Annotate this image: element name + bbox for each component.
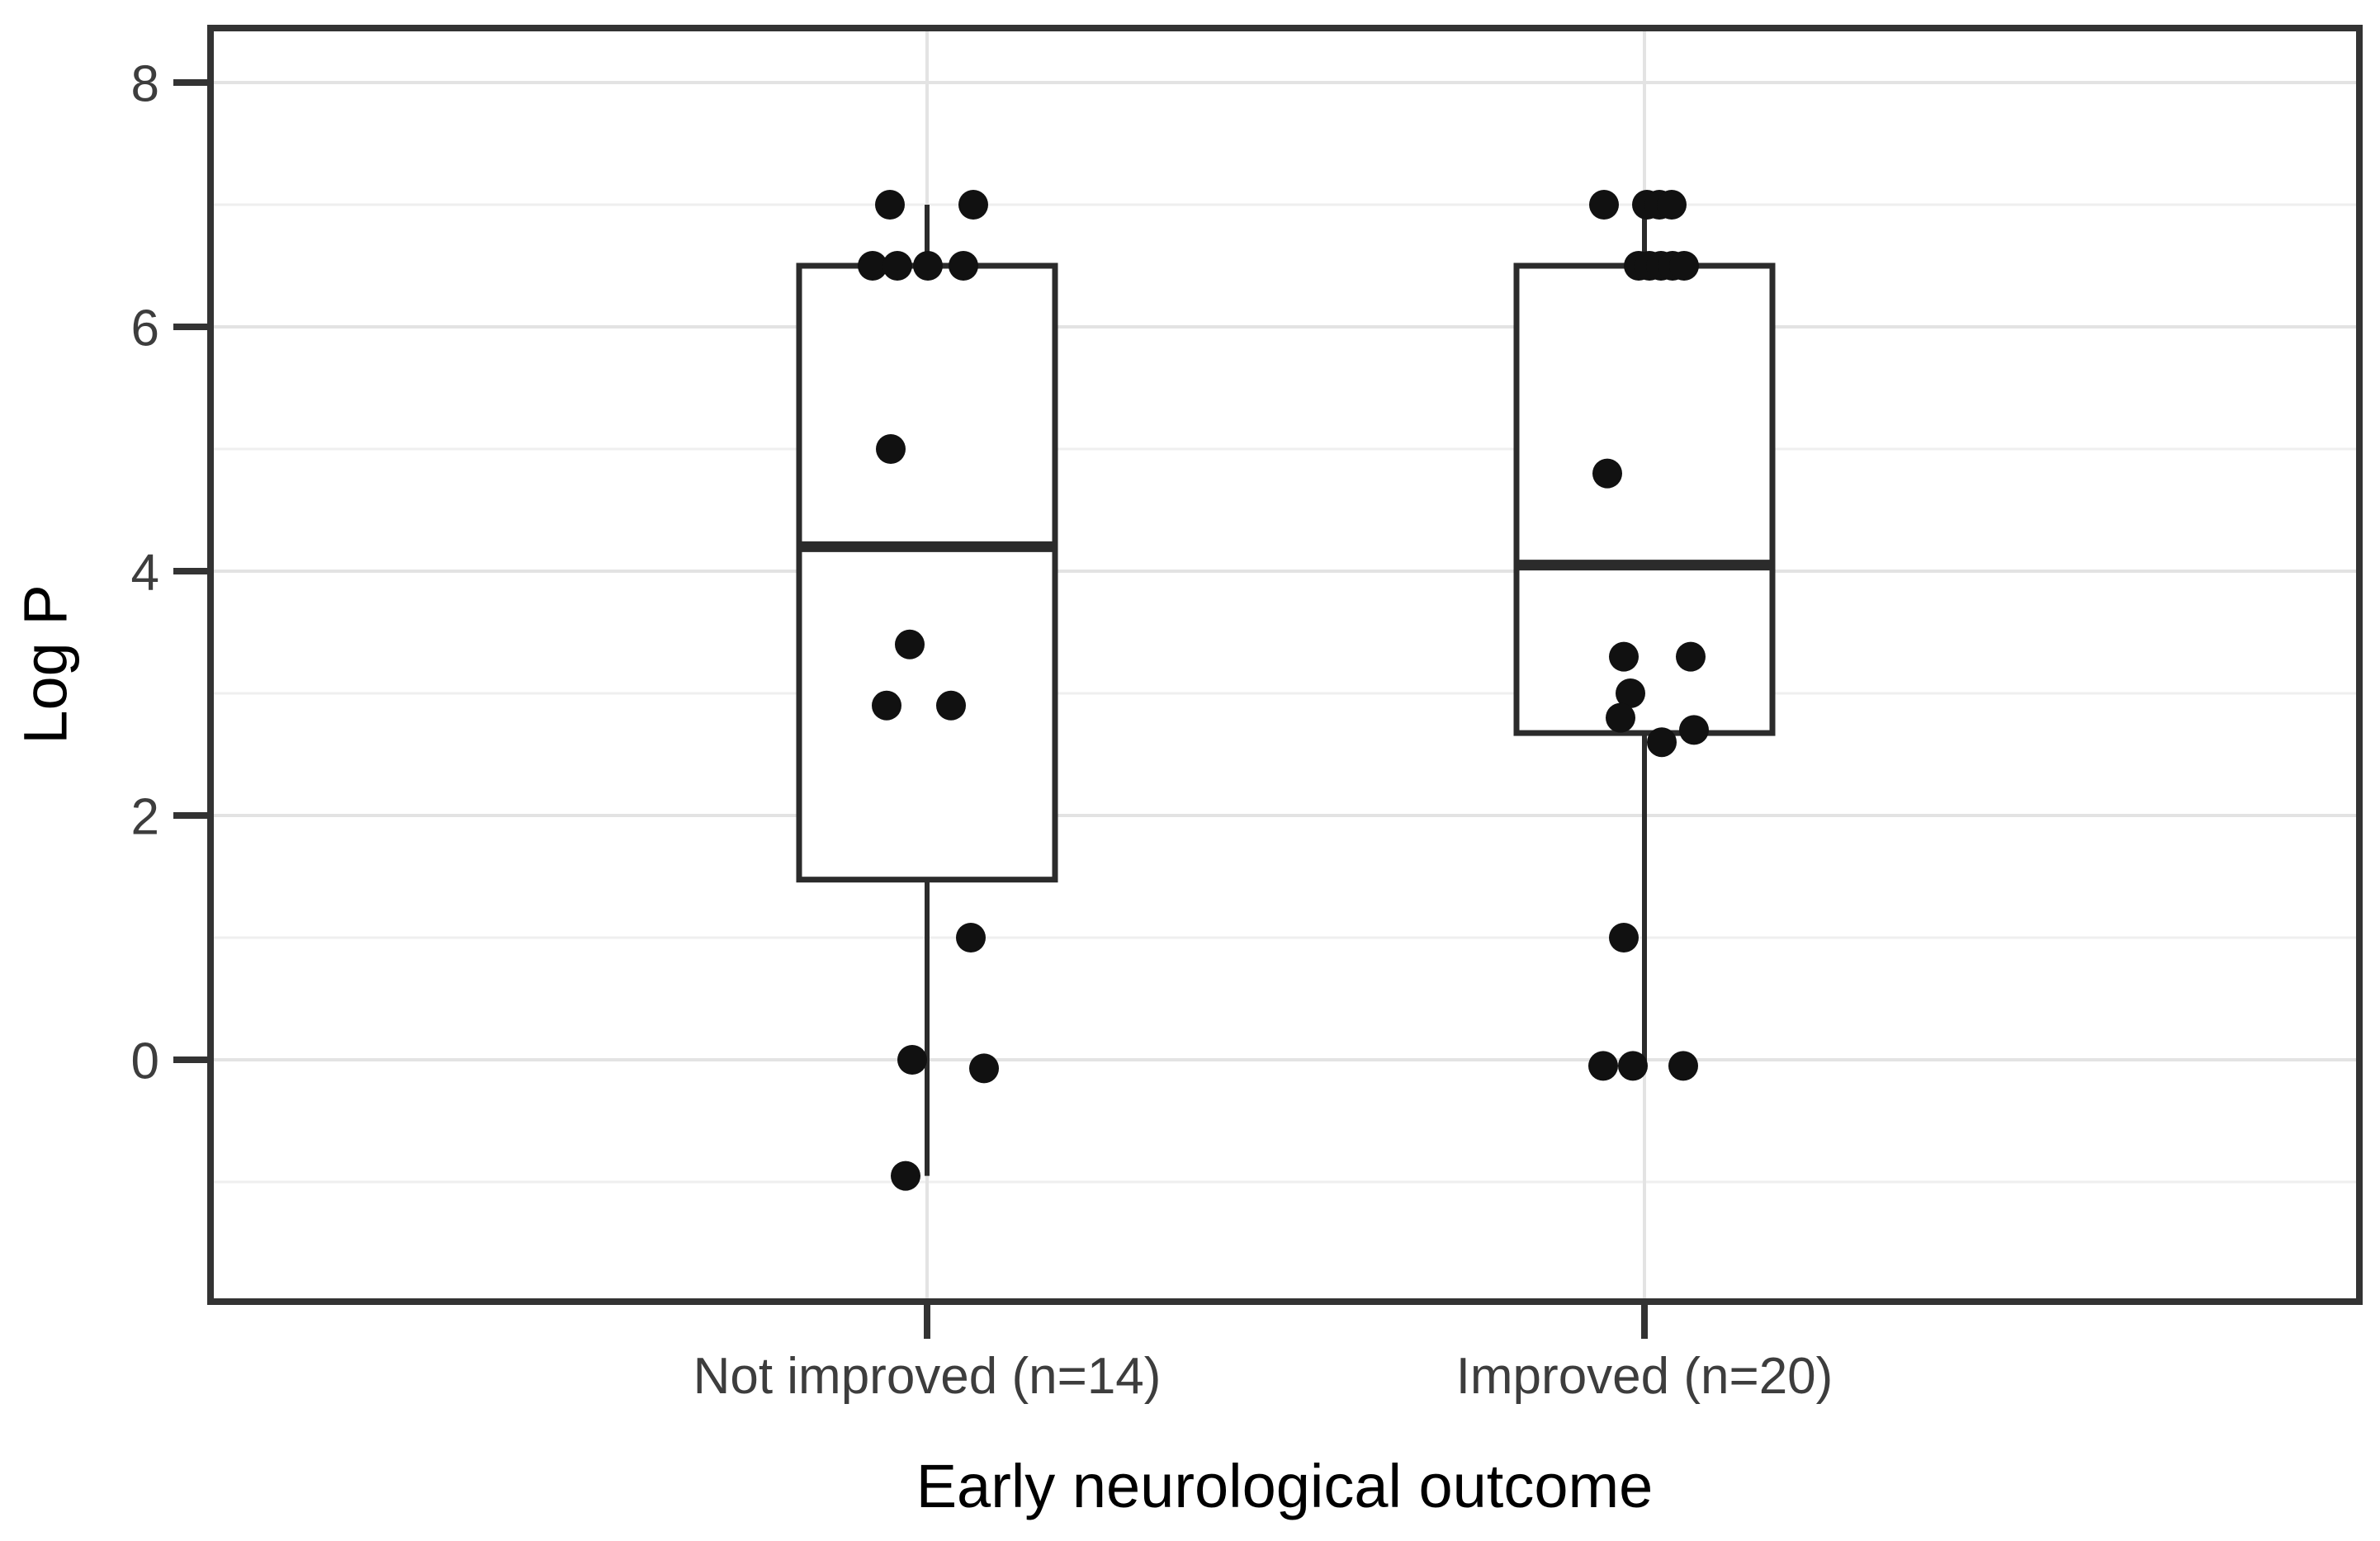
y-tick-label: 2 [131, 788, 159, 845]
data-point [949, 251, 978, 281]
y-tick-label: 6 [131, 300, 159, 357]
data-point [936, 690, 966, 721]
data-point [858, 251, 887, 281]
data-point [1679, 715, 1709, 745]
data-point [1668, 1051, 1698, 1081]
x-tick-label-improved: Improved (n=20) [1455, 1348, 1833, 1405]
data-point [875, 190, 905, 220]
data-point [1647, 727, 1677, 758]
data-point [956, 923, 986, 952]
data-point [895, 629, 925, 659]
data-point [969, 1053, 999, 1084]
data-point [897, 1045, 927, 1075]
panel-background [211, 28, 2359, 1302]
data-point [1588, 1051, 1618, 1081]
y-tick-label: 4 [131, 544, 159, 601]
data-point [958, 190, 988, 220]
x-axis-title: Early neurological outcome [916, 1452, 1654, 1520]
data-point [1606, 702, 1635, 733]
y-axis-title: Log P [11, 584, 80, 745]
data-point [1592, 458, 1622, 489]
data-point [913, 251, 943, 281]
data-point [891, 1160, 920, 1191]
data-point [1616, 678, 1645, 708]
box-rect [796, 262, 1058, 883]
data-point [1609, 641, 1639, 672]
data-point [876, 434, 906, 464]
data-point [882, 251, 912, 281]
data-point [872, 690, 901, 721]
panel-border [207, 25, 2363, 1305]
data-point [1657, 190, 1687, 220]
data-point [1589, 190, 1619, 220]
y-tick-label: 8 [131, 55, 159, 112]
box-rect [1513, 262, 1776, 736]
data-point [1609, 923, 1639, 952]
y-tick-label: 0 [131, 1033, 159, 1090]
data-point [1618, 1051, 1648, 1081]
x-tick-label-not-improved: Not improved (n=14) [693, 1348, 1162, 1405]
data-point [1669, 251, 1699, 281]
data-point [1676, 641, 1706, 672]
